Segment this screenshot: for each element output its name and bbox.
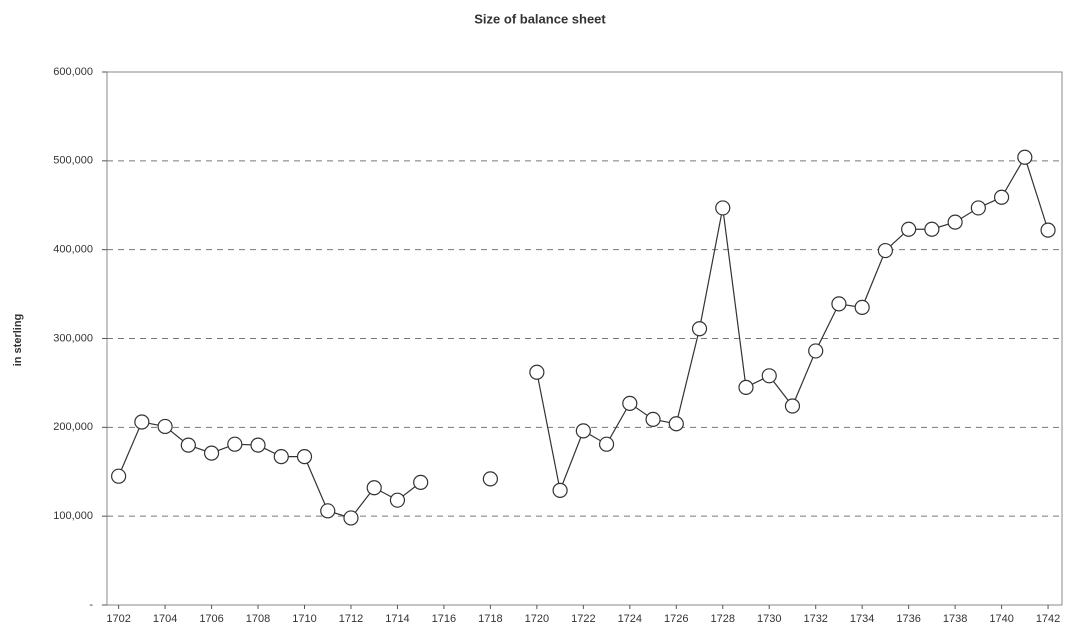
data-point [993, 189, 1010, 205]
x-tick-label: 1734 [850, 613, 874, 625]
data-point [250, 437, 266, 453]
x-tick-label: 1718 [478, 613, 502, 625]
data-point [1017, 149, 1033, 165]
data-point [552, 482, 568, 499]
data-point [831, 296, 847, 312]
y-axis-label: in sterling [12, 314, 24, 367]
data-point [901, 221, 917, 237]
x-tick-label: 1702 [106, 613, 130, 625]
x-tick-label: 1722 [571, 613, 595, 625]
y-tick-label: 100,000 [53, 510, 93, 522]
data-point [273, 449, 289, 465]
data-point [668, 416, 684, 432]
x-tick-label: 1732 [803, 613, 827, 625]
x-tick-label: 1704 [153, 613, 177, 625]
x-tick-label: 1740 [989, 613, 1013, 625]
data-point [970, 200, 986, 216]
data-point [320, 503, 336, 519]
data-point [808, 343, 824, 359]
data-point [227, 436, 243, 452]
data-point [482, 471, 498, 487]
data-point [203, 445, 220, 461]
x-tick-label: 1710 [292, 613, 316, 625]
y-tick-label: 200,000 [53, 421, 93, 433]
data-point [761, 368, 777, 384]
data-point [691, 321, 708, 337]
data-point [134, 414, 150, 430]
x-tick-label: 1712 [339, 613, 363, 625]
x-tick-label: 1736 [896, 613, 920, 625]
chart-title: Size of balance sheet [474, 11, 606, 26]
data-point [947, 214, 963, 230]
y-tick-label: - [89, 599, 93, 611]
x-tick-label: 1706 [199, 613, 223, 625]
data-point [784, 398, 801, 414]
x-tick-label: 1724 [618, 613, 642, 625]
y-tick-label: 600,000 [53, 66, 93, 78]
x-tick-label: 1714 [385, 613, 409, 625]
data-point [1040, 222, 1056, 238]
x-tick-label: 1730 [757, 613, 781, 625]
data-point [854, 299, 870, 316]
data-point [343, 510, 359, 526]
data-point [529, 364, 545, 380]
data-point [180, 437, 196, 453]
data-point [389, 492, 406, 508]
x-tick-label: 1738 [943, 613, 967, 625]
x-tick-label: 1742 [1036, 613, 1060, 625]
data-point [738, 379, 754, 395]
data-point [715, 200, 731, 216]
data-point [296, 449, 313, 465]
x-tick-label: 1728 [711, 613, 735, 625]
data-point [157, 418, 173, 435]
data-point [645, 411, 661, 427]
data-point [366, 480, 382, 496]
y-tick-label: 300,000 [53, 332, 93, 344]
x-tick-label: 1726 [664, 613, 688, 625]
data-point [111, 468, 127, 484]
series-line [118, 155, 1049, 519]
data-point [877, 242, 894, 259]
x-tick-label: 1720 [525, 613, 549, 625]
data-point [924, 221, 940, 237]
y-tick-label: 500,000 [53, 155, 93, 167]
x-tick-label: 1708 [246, 613, 270, 625]
x-tick-label: 1716 [432, 613, 456, 625]
y-tick-label: 400,000 [53, 244, 93, 256]
data-point [598, 436, 615, 452]
data-point [413, 474, 429, 491]
data-point [575, 423, 591, 439]
data-point [622, 395, 638, 411]
